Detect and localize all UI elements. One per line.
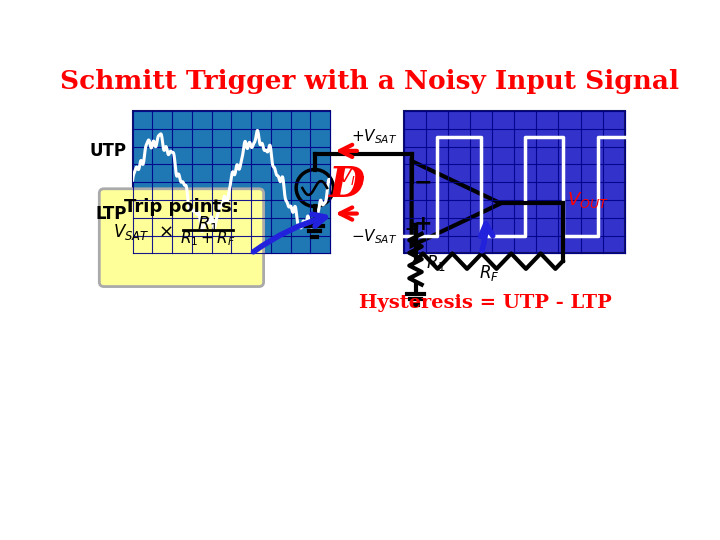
Bar (132, 111, 330, 253)
FancyBboxPatch shape (99, 189, 264, 287)
Text: $R_1$: $R_1$ (426, 253, 446, 273)
Text: $R_1 + R_F$: $R_1 + R_F$ (180, 230, 235, 248)
Text: UTP: UTP (89, 142, 127, 160)
Text: $R_F$: $R_F$ (479, 264, 499, 284)
Bar (404, 111, 625, 253)
Text: D: D (329, 164, 365, 206)
Text: $V_{SAT}$: $V_{SAT}$ (113, 222, 150, 242)
Text: $V_{IN}$: $V_{IN}$ (338, 167, 365, 187)
Text: Trip points:: Trip points: (124, 198, 239, 216)
Bar (132, 111, 330, 253)
Text: $\times$: $\times$ (158, 223, 173, 241)
Text: $+V_{SAT}$: $+V_{SAT}$ (351, 127, 397, 146)
Text: +: + (413, 214, 432, 234)
Text: $R_1$: $R_1$ (197, 214, 218, 234)
Text: LTP: LTP (95, 205, 127, 222)
Text: Hysteresis = UTP - LTP: Hysteresis = UTP - LTP (359, 294, 611, 313)
Text: $-V_{SAT}$: $-V_{SAT}$ (351, 227, 397, 246)
Text: Schmitt Trigger with a Noisy Input Signal: Schmitt Trigger with a Noisy Input Signa… (60, 69, 678, 94)
Text: −: − (405, 222, 417, 237)
Text: $V_{OUT}$: $V_{OUT}$ (567, 190, 609, 210)
Text: −: − (413, 173, 432, 193)
